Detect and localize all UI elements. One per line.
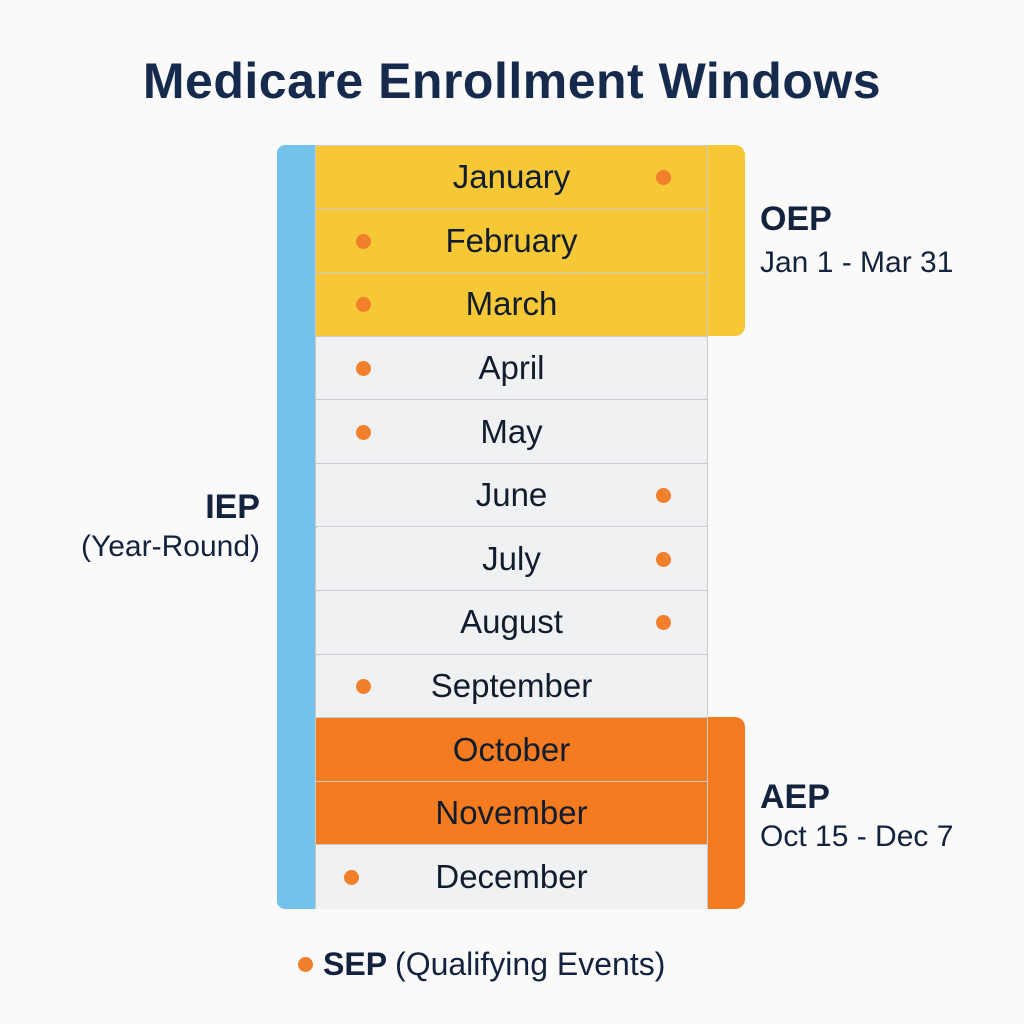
sep-dot-icon [356,678,371,694]
month-row: August [316,591,707,655]
aep-dates: Oct 15 - Dec 7 [760,820,954,853]
month-row: January [316,146,707,210]
sep-dot-icon [356,361,371,377]
month-row: October [316,718,707,782]
month-row: March [316,273,707,337]
month-row: December [316,845,707,909]
month-row: June [316,463,707,528]
month-label: July [482,539,541,577]
oep-title: OEP [760,200,832,238]
month-label: May [480,412,543,450]
sep-dot-icon [656,170,671,186]
iep-title: IEP [205,488,260,526]
iep-bar [277,145,317,909]
page-title: Medicare Enrollment Windows [142,53,882,109]
month-label: September [430,666,593,704]
month-row: November [316,781,707,846]
oep-dates: Jan 1 - Mar 31 [760,246,954,279]
month-label: December [435,858,588,896]
month-column: January February March April May June July Augu… [315,145,708,909]
month-row: May [316,400,707,464]
month-row: July [316,527,707,592]
month-label: June [475,476,548,514]
iep-subtitle: (Year-Round) [81,530,260,563]
month-row: April [316,336,707,401]
month-label: March [465,285,558,323]
legend-text: (Qualifying Events) [395,945,666,982]
month-label: February [445,221,578,259]
month-row: September [316,654,707,719]
sep-dot-icon [344,869,359,885]
aep-title: AEP [760,778,830,816]
legend-key: SEP [323,945,388,982]
sep-dot-icon [656,551,671,567]
sep-dot-icon [356,233,371,249]
legend: SEP (Qualifying Events) [298,944,665,984]
sep-dot-icon [356,297,371,313]
sep-dot-icon [298,956,313,972]
month-label: January [452,158,571,196]
month-label: August [460,603,563,641]
month-row: February [316,209,707,274]
sep-dot-icon [356,424,371,440]
sep-dot-icon [656,615,671,631]
month-label: November [435,794,588,832]
month-label: October [452,730,571,768]
sep-dot-icon [656,488,671,504]
month-label: April [478,349,545,387]
